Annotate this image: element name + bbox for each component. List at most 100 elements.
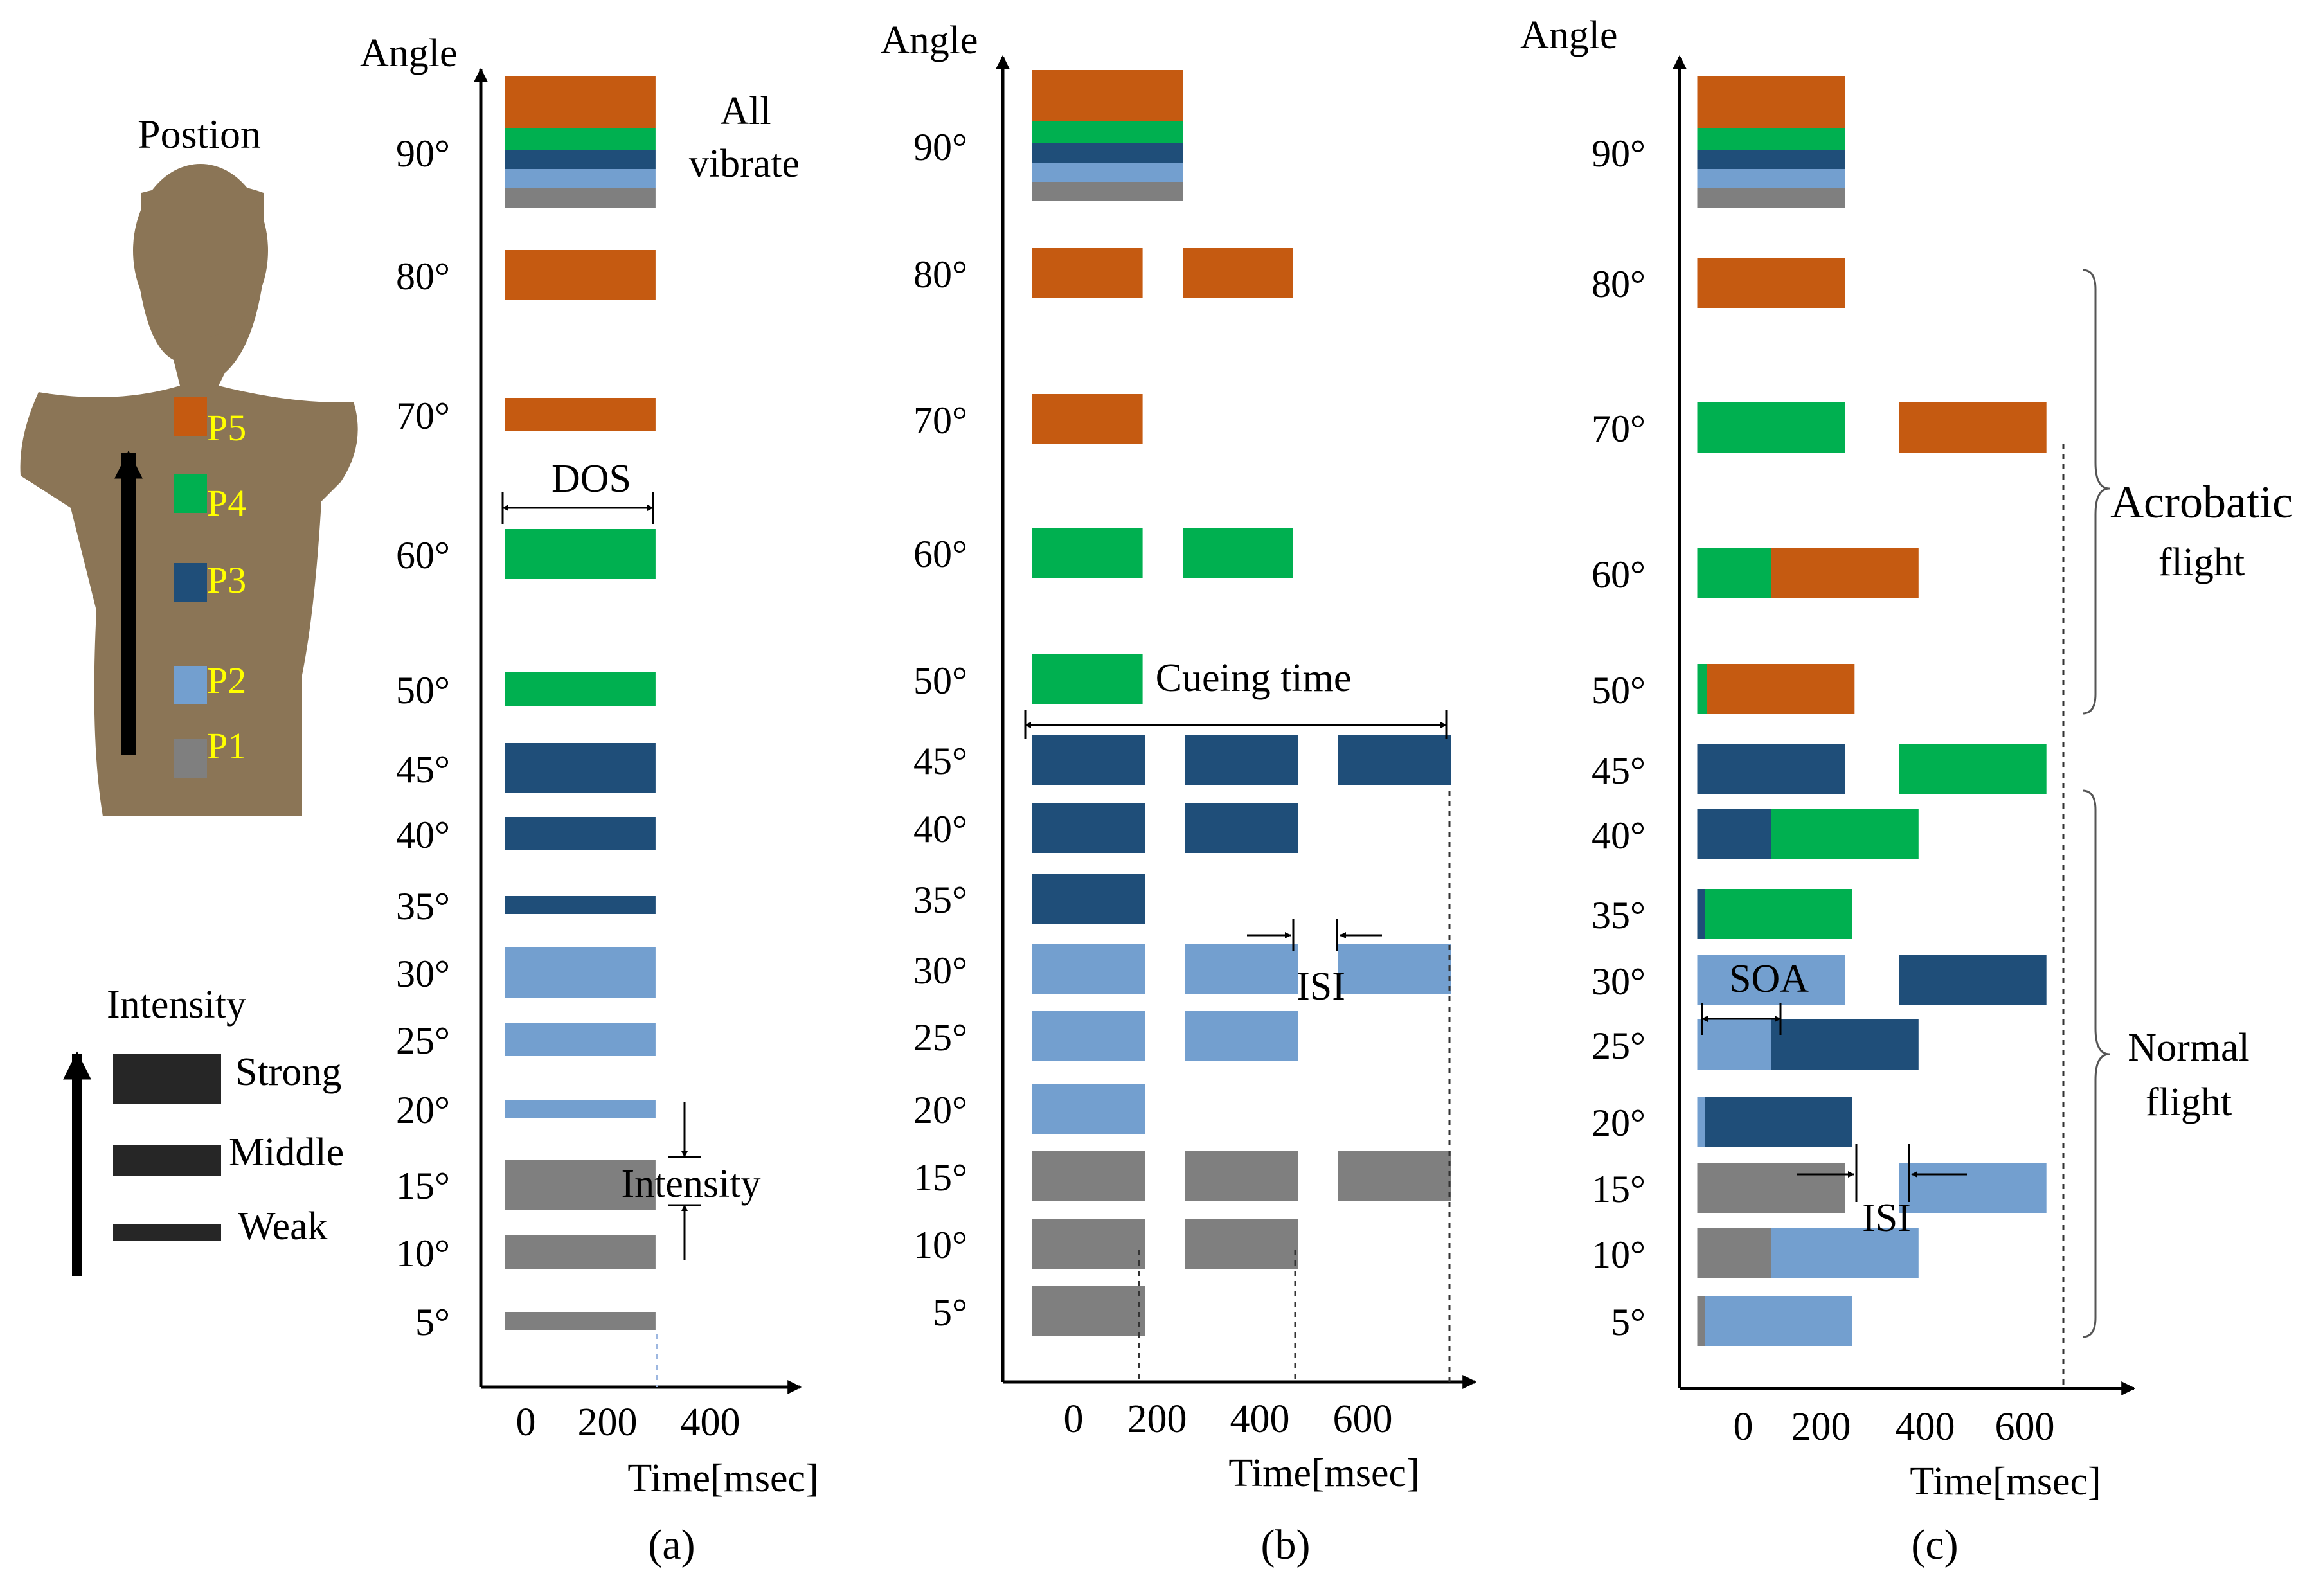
panel-a-x-tick-400: 400 [681,1401,740,1444]
panel-b-angle-tick: 30° [913,949,967,992]
panel-c-angle-tick: 90° [1592,132,1646,175]
panel-a-bar-p3 [505,150,656,169]
panel-b-bar-p2 [1032,1084,1145,1134]
sensor-p5 [174,397,207,436]
panel-c-angle-tick: 20° [1592,1102,1646,1144]
panel-b-angle-tick: 35° [913,879,967,921]
panel-b-angle-tick: 60° [913,533,967,575]
panel-b-cueing-time-label: Cueing time [1156,656,1352,700]
panel-c-bar-p4 [1697,128,1845,150]
panel-c-bar-p4 [1705,889,1852,939]
panel-a-angle-ticks: 90° 80° 70° 60° 50° 45° 40° 35° 30° 25° 20° 15° 10° 5… [396,132,450,1343]
panel-a: 90° 80° 70° 60° 50° 45° 40° 35° 30° 25° 20° 15° 10° 5… [360,31,819,1568]
panel-a-label: (a) [648,1521,695,1568]
panel-c-bar-p4 [1697,548,1771,598]
position-title: Postion [138,111,261,157]
panel-c-bar-p5 [1697,258,1845,308]
panel-b-bar-p3 [1338,735,1451,785]
intensity-legend: Intensity Strong Middle Weak [63,983,344,1276]
panel-c-x-label: Time[msec] [1910,1460,2101,1503]
panel-b-bar-p1 [1032,182,1183,201]
panel-c-angle-tick: 15° [1592,1168,1646,1210]
panel-b-x-label: Time[msec] [1228,1451,1419,1495]
panel-c-y-label: Angle [1520,13,1618,57]
panel-b-bar-p4 [1032,654,1143,704]
panel-c-acrobatic-brace [2082,269,2110,715]
panel-c-angle-tick: 50° [1592,669,1646,712]
panel-a-angle-tick: 10° [396,1232,450,1275]
panel-a-angle-tick: 90° [396,132,450,175]
panel-a-angle-tick: 25° [396,1019,450,1062]
panel-c-bar-p3 [1697,889,1705,939]
panel-b-bar-p2 [1032,163,1183,182]
panel-c-angle-tick: 70° [1592,408,1646,450]
panel-c-bar-p2 [1697,1097,1705,1147]
label-p3: P3 [207,559,246,601]
panel-b-x-tick-200: 200 [1127,1397,1187,1441]
panel-a-angle-tick: 15° [396,1165,450,1207]
panel-c-bar-p3 [1697,744,1845,794]
panel-b-x-tick-400: 400 [1230,1397,1290,1441]
panel-b-y-label: Angle [881,19,978,62]
panel-a-all-vibrate-2: vibrate [689,142,800,186]
panel-b-bar-p3 [1032,735,1145,785]
panel-a-angle-tick: 80° [396,255,450,298]
panel-c-bar-p3 [1705,1097,1852,1147]
panel-a-bar-p5 [505,398,656,431]
legend-strong-swatch [113,1054,221,1104]
panel-b-bar-p4 [1032,528,1143,578]
panel-b-angle-tick: 45° [913,740,967,782]
panel-a-bars [505,76,656,1330]
panel-c-x-tick-200: 200 [1791,1405,1851,1449]
panel-b-angle-tick: 40° [913,808,967,850]
panel-c-bar-p2 [1899,1163,2047,1213]
panel-a-bar-p2 [505,947,656,998]
panel-b-bar-p3 [1185,803,1298,853]
panel-c-bar-p3 [1899,955,2047,1005]
panel-c-angle-tick: 80° [1592,263,1646,305]
panel-c-bar-p1 [1697,1296,1705,1346]
panel-c-angle-tick: 5° [1611,1301,1646,1343]
panel-b-angle-tick: 15° [913,1156,967,1199]
panel-a-bar-p4 [505,672,656,706]
panel-c-angle-tick: 35° [1592,894,1646,937]
panel-a-bar-p2 [505,1023,656,1056]
panel-c: 90° 80° 70° 60° 50° 45° 40° 35° 30° 25° 20° 15° 10° 5… [1520,13,2293,1568]
panel-b-bar-p1 [1032,1151,1145,1201]
panel-b-bars [1032,70,1451,1336]
panel-a-intensity-label: Intensity [622,1162,761,1206]
panel-a-bar-p4 [505,128,656,150]
panel-c-isi-label: ISI [1862,1196,1911,1240]
panel-a-x-label: Time[msec] [627,1457,818,1500]
panel-b-bar-p2 [1185,944,1298,994]
panel-c-x-tick-0: 0 [1734,1405,1753,1449]
panel-b-bar-p1 [1032,1219,1145,1269]
panel-b-bar-p2 [1032,944,1145,994]
panel-b-bar-p5 [1032,70,1183,121]
panel-b-bar-p3 [1185,735,1298,785]
panel-a-bar-p3 [505,817,656,850]
panel-c-angle-tick: 40° [1592,814,1646,857]
panel-b-angle-tick: 20° [913,1089,967,1131]
panel-c-bar-p5 [1697,76,1845,128]
panel-c-angle-tick: 60° [1592,553,1646,596]
panel-b-bar-p5 [1032,248,1143,298]
panel-a-bar-p3 [505,743,656,793]
panel-a-bar-p4 [505,529,656,579]
panel-c-bar-p4 [1771,809,1919,859]
panel-a-bar-p2 [505,169,656,188]
panel-a-angle-tick: 50° [396,669,450,712]
label-p5: P5 [207,407,246,449]
legend-strong-label: Strong [235,1050,341,1094]
panel-b-bar-p1 [1032,1286,1145,1336]
panel-c-bar-p2 [1697,169,1845,188]
panel-c-bar-p1 [1697,1228,1771,1278]
panel-a-bar-p1 [505,1235,656,1269]
sensor-p4 [174,474,207,513]
panel-b-bar-p1 [1185,1151,1298,1201]
panel-a-bar-p3 [505,896,656,914]
panel-c-angle-ticks: 90° 80° 70° 60° 50° 45° 40° 35° 30° 25° 20° 15° 10° 5… [1592,132,1646,1343]
sensor-p1 [174,739,207,778]
panel-b-bar-p4 [1183,528,1293,578]
